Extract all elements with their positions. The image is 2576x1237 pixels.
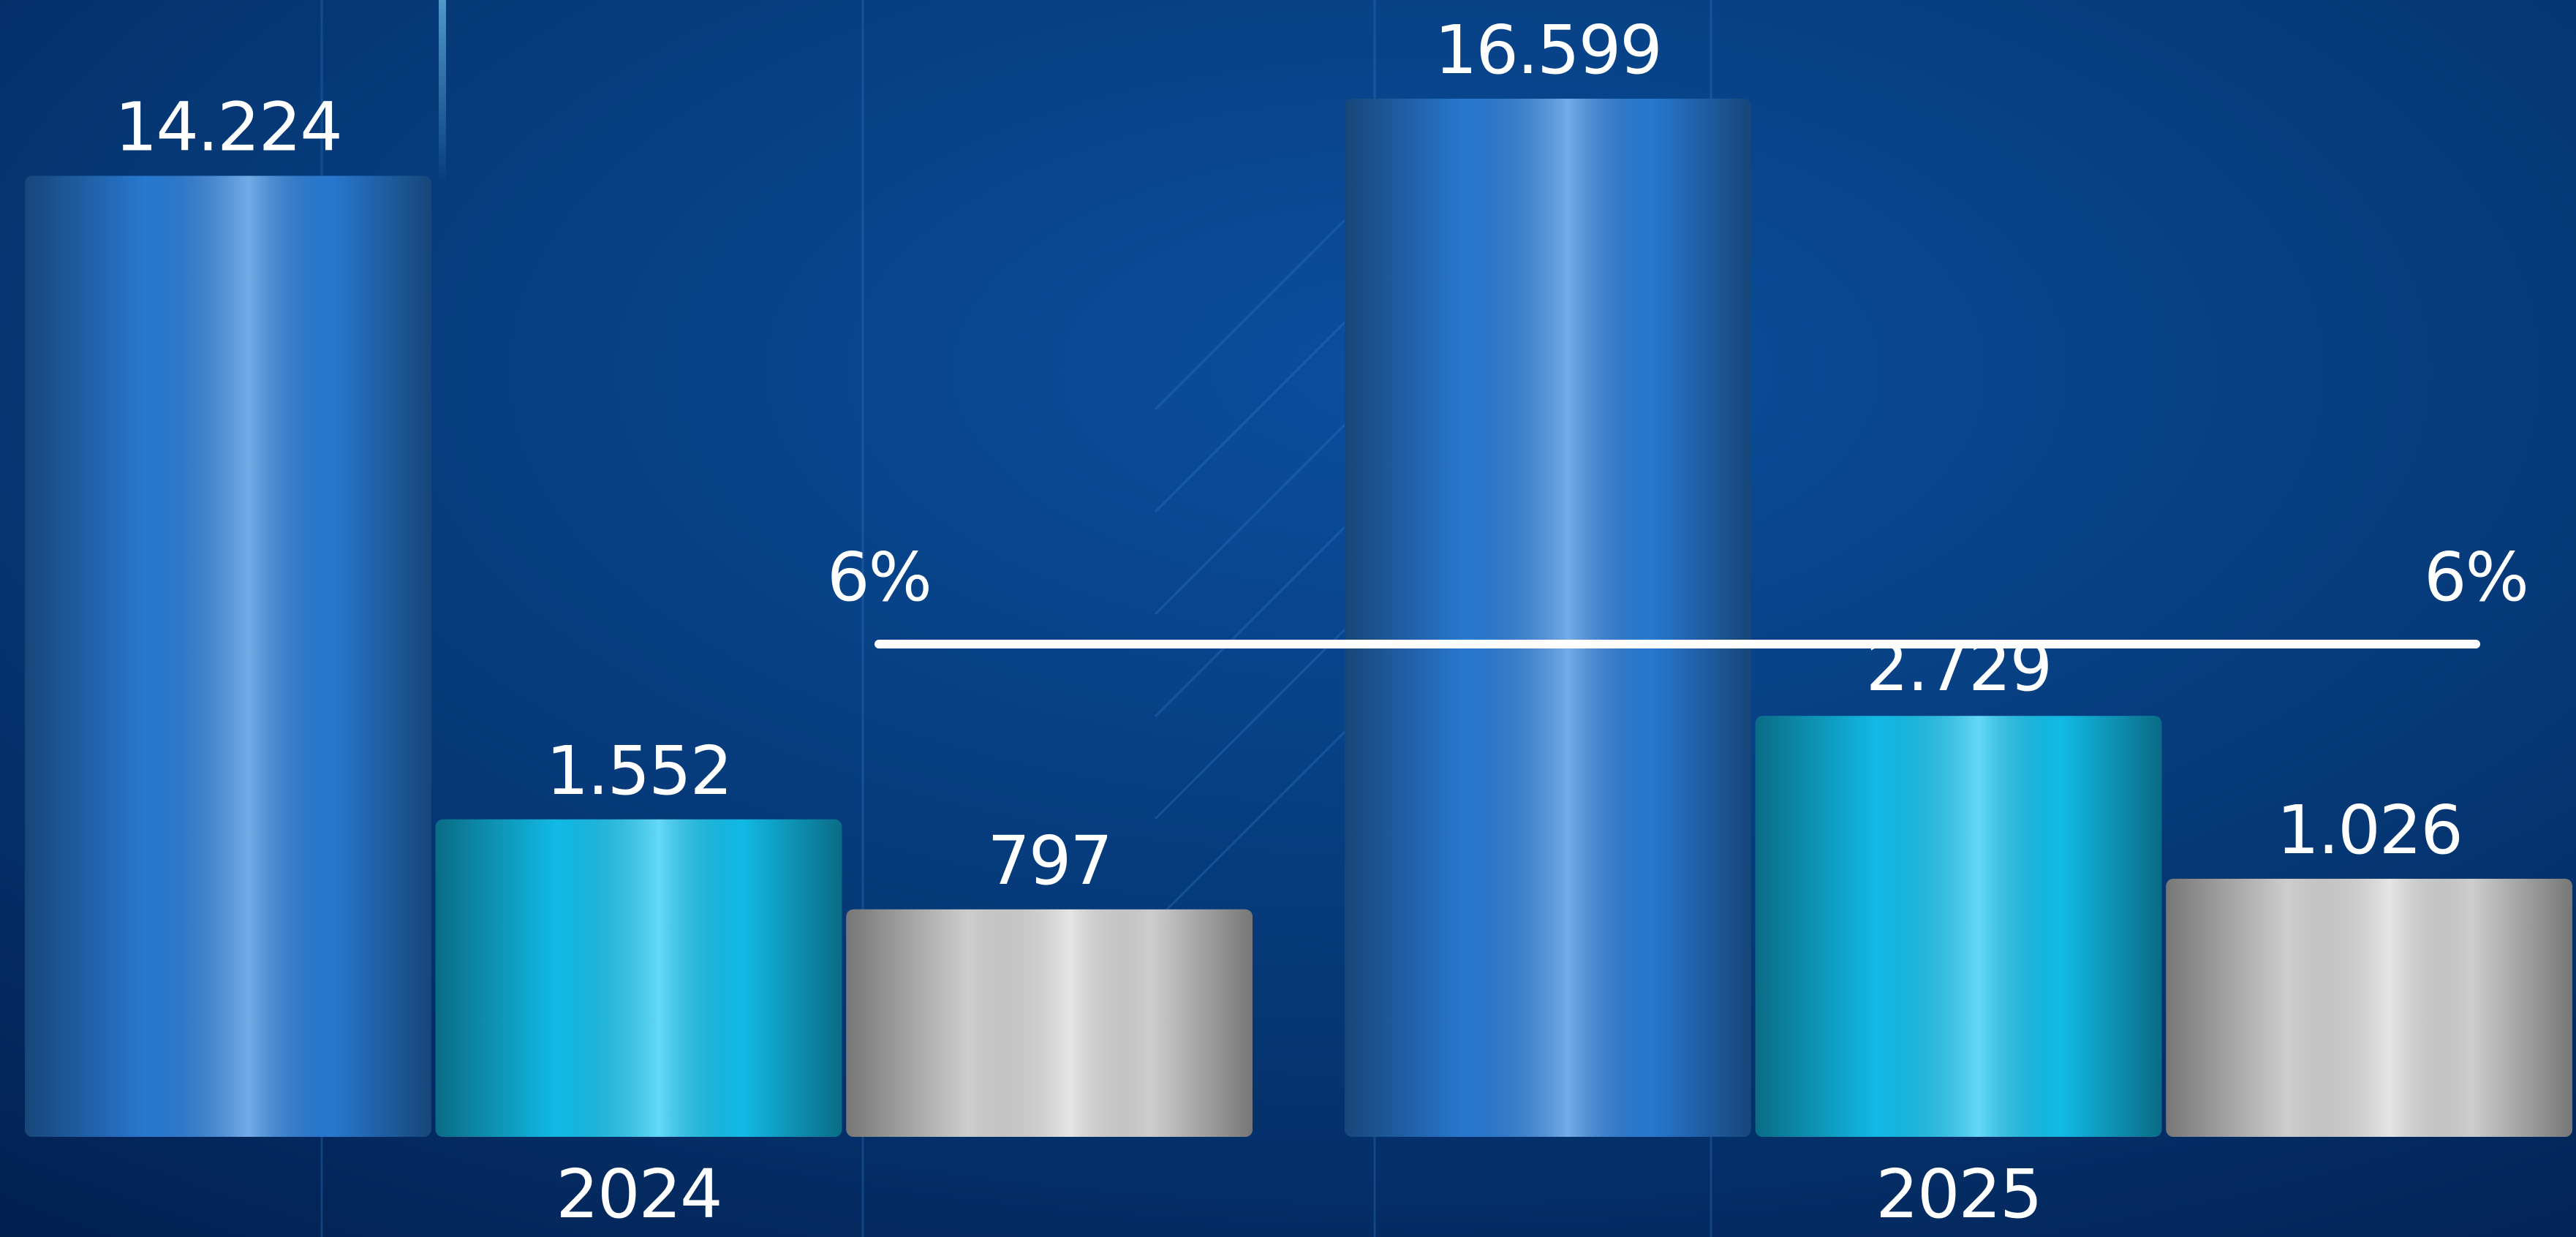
x-tick-label: 2025 (1876, 1155, 2041, 1233)
value-label: 1.552 (546, 732, 731, 810)
bar-shading (25, 175, 431, 1137)
rate-label: 6% (827, 538, 931, 616)
x-tick-label: 2024 (556, 1155, 721, 1233)
value-label: 14.224 (115, 88, 341, 167)
value-label: 797 (987, 822, 1111, 900)
bar-shading (1755, 716, 2162, 1137)
bar-shading (435, 819, 842, 1137)
decor-glow (439, 0, 446, 183)
value-label: 1.026 (2276, 791, 2461, 869)
bar-shading (846, 909, 1253, 1137)
rate-label: 6% (2424, 538, 2528, 616)
plot: 202414.2241.552797202516.5992.7291.0266%… (25, 11, 2572, 1233)
bar-shading (1345, 99, 1751, 1137)
value-label: 16.599 (1435, 11, 1661, 89)
bar-shading (2166, 878, 2572, 1137)
